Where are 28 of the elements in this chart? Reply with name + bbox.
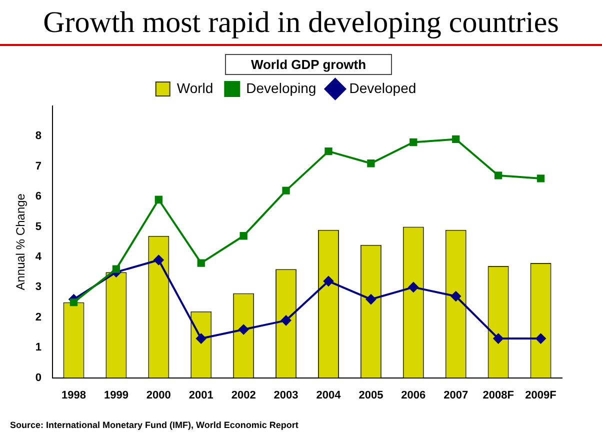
x-tick-label: 2008F xyxy=(482,389,514,402)
y-tick-label: 3 xyxy=(35,281,42,294)
y-axis-title: Annual % Change xyxy=(14,193,28,290)
y-tick-label: 8 xyxy=(35,130,42,142)
y-tick-label: 6 xyxy=(35,190,42,203)
y-tick-label: 2 xyxy=(35,311,42,324)
x-tick-label: 2004 xyxy=(316,389,342,402)
chart-title: Growth most rapid in developing countries xyxy=(0,6,602,46)
x-tick-label: 2001 xyxy=(188,389,214,402)
chart-subtitle: World GDP growth xyxy=(225,54,392,75)
x-tick-label: 2009F xyxy=(525,389,557,402)
x-tick-label: 2003 xyxy=(274,389,298,402)
y-tick-label: 1 xyxy=(35,342,42,354)
legend-label: Developed xyxy=(349,80,416,96)
x-tick-label: 2005 xyxy=(358,389,384,402)
y-tick-label: 5 xyxy=(35,220,42,233)
x-tick-label: 2006 xyxy=(401,389,426,402)
x-tick-label: 2007 xyxy=(444,389,468,402)
y-tick-label: 0 xyxy=(35,372,42,384)
x-tick-label: 1998 xyxy=(62,389,86,402)
legend-label: World xyxy=(176,80,214,96)
x-tick-label: 2002 xyxy=(231,389,256,402)
source-note: Source: International Monetary Fund (IMF), World Economic Report xyxy=(10,420,298,430)
y-tick-label: 7 xyxy=(35,160,42,172)
y-tick-label: 4 xyxy=(35,251,42,264)
legend-label: Developing xyxy=(246,80,316,96)
x-tick-label: 1999 xyxy=(104,389,128,402)
x-tick-label: 2000 xyxy=(146,389,171,402)
